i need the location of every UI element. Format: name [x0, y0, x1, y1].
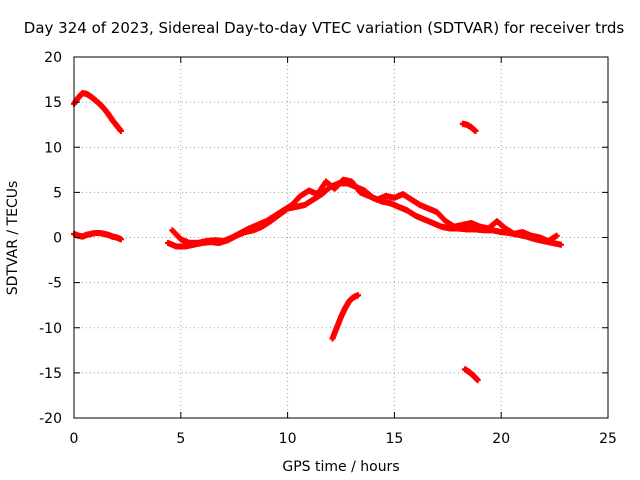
y-tick-label: 5: [53, 185, 62, 201]
series-low-arc-late: [461, 366, 481, 384]
data-point: [472, 128, 479, 135]
y-tick-label: 0: [53, 231, 62, 247]
y-tick-label: -20: [39, 411, 62, 427]
series-low-arc-middle: [329, 292, 362, 342]
data-point: [553, 232, 560, 239]
x-tick-label: 0: [70, 431, 79, 447]
data-point: [117, 236, 124, 243]
y-axis-title: SDTVAR / TECUs: [5, 181, 21, 296]
y-tick-label: -15: [39, 366, 62, 382]
x-tick-label: 20: [492, 431, 510, 447]
data-points: [71, 90, 565, 384]
data-point: [355, 292, 362, 299]
y-tick-label: -10: [39, 321, 62, 337]
x-tick-label: 10: [279, 431, 297, 447]
y-tick-label: 20: [44, 50, 62, 66]
data-point: [558, 241, 565, 248]
x-tick-label: 15: [385, 431, 403, 447]
y-tick-label: -5: [48, 276, 62, 292]
series-low-start: [71, 229, 124, 243]
series-main-band-b: [169, 176, 560, 246]
ticks: [73, 56, 609, 419]
x-tick-label: 5: [176, 431, 185, 447]
series-high-arc-late: [459, 120, 479, 135]
x-axis-title: GPS time / hours: [282, 459, 399, 475]
x-tick-label: 25: [599, 431, 617, 447]
tick-labels: 0 5 10 15 20 25 -20 -15 -10 -5 0 5 10 15 20: [39, 50, 617, 447]
y-tick-label: 15: [44, 95, 62, 111]
data-point: [117, 128, 124, 135]
chart-title: Day 324 of 2023, Sidereal Day-to-day VTE…: [24, 19, 625, 37]
y-tick-label: 10: [44, 140, 62, 156]
data-point: [474, 377, 481, 384]
series-high-arc-start: [71, 90, 124, 135]
grid: [74, 57, 608, 418]
